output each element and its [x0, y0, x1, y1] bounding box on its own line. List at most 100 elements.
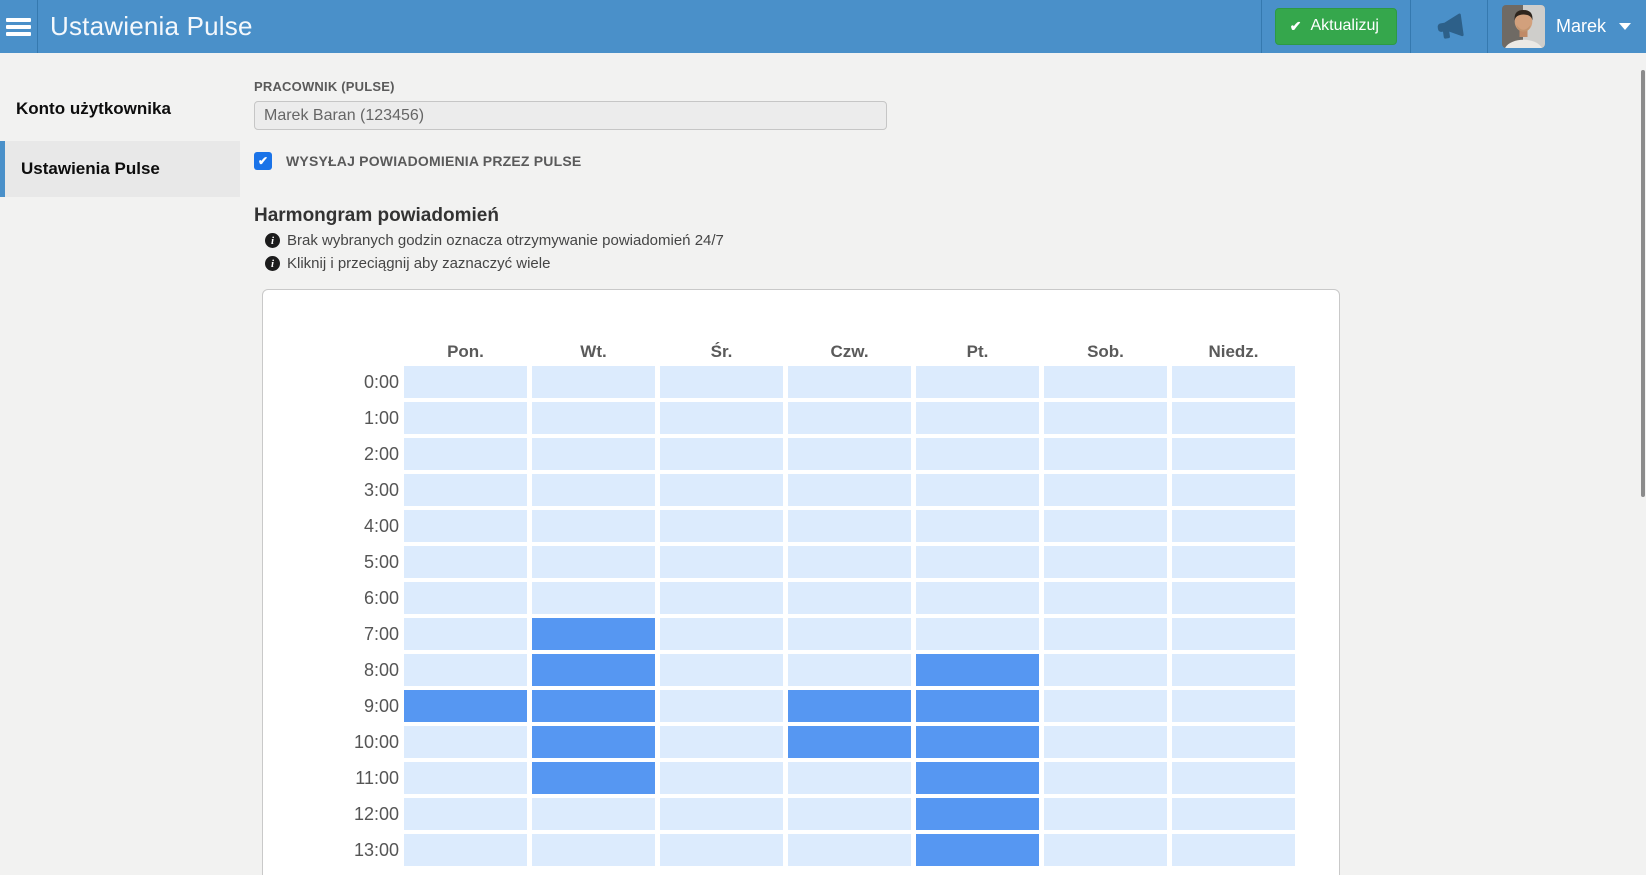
- schedule-cell-wt-5-00[interactable]: [532, 546, 655, 578]
- schedule-cell-sob-2-00[interactable]: [1044, 438, 1167, 470]
- schedule-cell-sob-0-00[interactable]: [1044, 366, 1167, 398]
- announcements-button[interactable]: [1411, 0, 1488, 53]
- schedule-cell-czw-4-00[interactable]: [788, 510, 911, 542]
- schedule-cell-wt-6-00[interactable]: [532, 582, 655, 614]
- schedule-cell-niedz-11-00[interactable]: [1172, 762, 1295, 794]
- schedule-cell-niedz-5-00[interactable]: [1172, 546, 1295, 578]
- schedule-cell-pon-6-00[interactable]: [404, 582, 527, 614]
- schedule-cell-czw-11-00[interactable]: [788, 762, 911, 794]
- schedule-cell-niedz-12-00[interactable]: [1172, 798, 1295, 830]
- schedule-cell-wt-1-00[interactable]: [532, 402, 655, 434]
- schedule-cell-wt-10-00[interactable]: [532, 726, 655, 758]
- schedule-cell-czw-3-00[interactable]: [788, 474, 911, 506]
- schedule-cell-sob-3-00[interactable]: [1044, 474, 1167, 506]
- schedule-cell-niedz-7-00[interactable]: [1172, 618, 1295, 650]
- schedule-cell-sob-11-00[interactable]: [1044, 762, 1167, 794]
- schedule-cell-śr-5-00[interactable]: [660, 546, 783, 578]
- schedule-cell-czw-8-00[interactable]: [788, 654, 911, 686]
- schedule-cell-śr-2-00[interactable]: [660, 438, 783, 470]
- schedule-cell-sob-4-00[interactable]: [1044, 510, 1167, 542]
- schedule-cell-czw-12-00[interactable]: [788, 798, 911, 830]
- schedule-cell-pon-7-00[interactable]: [404, 618, 527, 650]
- notifications-checkbox-row[interactable]: ✔ WYSYŁAJ POWIADOMIENIA PRZEZ PULSE: [254, 152, 1646, 170]
- schedule-cell-niedz-13-00[interactable]: [1172, 834, 1295, 866]
- schedule-cell-śr-13-00[interactable]: [660, 834, 783, 866]
- schedule-cell-pon-3-00[interactable]: [404, 474, 527, 506]
- schedule-cell-niedz-10-00[interactable]: [1172, 726, 1295, 758]
- schedule-cell-pt-1-00[interactable]: [916, 402, 1039, 434]
- schedule-cell-pon-9-00[interactable]: [404, 690, 527, 722]
- sidebar-item-0[interactable]: Konto użytkownika: [16, 99, 171, 118]
- schedule-cell-wt-13-00[interactable]: [532, 834, 655, 866]
- schedule-cell-wt-8-00[interactable]: [532, 654, 655, 686]
- schedule-cell-śr-0-00[interactable]: [660, 366, 783, 398]
- schedule-cell-pt-9-00[interactable]: [916, 690, 1039, 722]
- schedule-cell-pt-4-00[interactable]: [916, 510, 1039, 542]
- schedule-cell-pon-12-00[interactable]: [404, 798, 527, 830]
- schedule-cell-czw-6-00[interactable]: [788, 582, 911, 614]
- schedule-cell-pt-2-00[interactable]: [916, 438, 1039, 470]
- schedule-cell-śr-4-00[interactable]: [660, 510, 783, 542]
- schedule-cell-pt-10-00[interactable]: [916, 726, 1039, 758]
- schedule-cell-czw-13-00[interactable]: [788, 834, 911, 866]
- schedule-cell-wt-12-00[interactable]: [532, 798, 655, 830]
- scrollbar-thumb[interactable]: [1641, 70, 1645, 497]
- schedule-cell-czw-7-00[interactable]: [788, 618, 911, 650]
- schedule-cell-pon-11-00[interactable]: [404, 762, 527, 794]
- schedule-cell-śr-7-00[interactable]: [660, 618, 783, 650]
- schedule-cell-niedz-1-00[interactable]: [1172, 402, 1295, 434]
- schedule-cell-śr-11-00[interactable]: [660, 762, 783, 794]
- schedule-cell-niedz-0-00[interactable]: [1172, 366, 1295, 398]
- schedule-cell-wt-0-00[interactable]: [532, 366, 655, 398]
- schedule-cell-niedz-6-00[interactable]: [1172, 582, 1295, 614]
- schedule-cell-czw-9-00[interactable]: [788, 690, 911, 722]
- schedule-cell-pt-11-00[interactable]: [916, 762, 1039, 794]
- schedule-cell-śr-9-00[interactable]: [660, 690, 783, 722]
- hamburger-menu-icon[interactable]: [0, 0, 38, 53]
- schedule-cell-pt-5-00[interactable]: [916, 546, 1039, 578]
- sidebar-item-1[interactable]: Ustawienia Pulse: [0, 141, 240, 197]
- schedule-cell-śr-1-00[interactable]: [660, 402, 783, 434]
- schedule-cell-pon-2-00[interactable]: [404, 438, 527, 470]
- schedule-cell-pt-3-00[interactable]: [916, 474, 1039, 506]
- schedule-cell-śr-8-00[interactable]: [660, 654, 783, 686]
- schedule-cell-czw-2-00[interactable]: [788, 438, 911, 470]
- schedule-cell-śr-10-00[interactable]: [660, 726, 783, 758]
- schedule-cell-pt-6-00[interactable]: [916, 582, 1039, 614]
- schedule-cell-niedz-3-00[interactable]: [1172, 474, 1295, 506]
- schedule-cell-sob-12-00[interactable]: [1044, 798, 1167, 830]
- update-button[interactable]: ✔ Aktualizuj: [1274, 8, 1397, 45]
- schedule-cell-sob-13-00[interactable]: [1044, 834, 1167, 866]
- schedule-cell-pt-0-00[interactable]: [916, 366, 1039, 398]
- schedule-cell-pon-8-00[interactable]: [404, 654, 527, 686]
- schedule-cell-śr-6-00[interactable]: [660, 582, 783, 614]
- schedule-cell-sob-7-00[interactable]: [1044, 618, 1167, 650]
- schedule-cell-sob-9-00[interactable]: [1044, 690, 1167, 722]
- schedule-cell-pt-8-00[interactable]: [916, 654, 1039, 686]
- schedule-cell-niedz-4-00[interactable]: [1172, 510, 1295, 542]
- user-menu[interactable]: Marek: [1488, 0, 1646, 53]
- schedule-cell-wt-7-00[interactable]: [532, 618, 655, 650]
- schedule-cell-niedz-8-00[interactable]: [1172, 654, 1295, 686]
- schedule-cell-pon-10-00[interactable]: [404, 726, 527, 758]
- schedule-cell-wt-2-00[interactable]: [532, 438, 655, 470]
- schedule-cell-pon-13-00[interactable]: [404, 834, 527, 866]
- schedule-cell-sob-1-00[interactable]: [1044, 402, 1167, 434]
- schedule-cell-czw-5-00[interactable]: [788, 546, 911, 578]
- schedule-cell-pt-12-00[interactable]: [916, 798, 1039, 830]
- schedule-cell-pon-1-00[interactable]: [404, 402, 527, 434]
- notifications-checkbox[interactable]: ✔: [254, 152, 272, 170]
- schedule-cell-wt-3-00[interactable]: [532, 474, 655, 506]
- schedule-cell-pt-7-00[interactable]: [916, 618, 1039, 650]
- schedule-cell-pon-4-00[interactable]: [404, 510, 527, 542]
- schedule-cell-sob-6-00[interactable]: [1044, 582, 1167, 614]
- schedule-cell-wt-9-00[interactable]: [532, 690, 655, 722]
- schedule-cell-sob-8-00[interactable]: [1044, 654, 1167, 686]
- employee-input[interactable]: [254, 101, 887, 130]
- schedule-cell-czw-0-00[interactable]: [788, 366, 911, 398]
- schedule-cell-czw-10-00[interactable]: [788, 726, 911, 758]
- schedule-cell-sob-10-00[interactable]: [1044, 726, 1167, 758]
- schedule-cell-niedz-2-00[interactable]: [1172, 438, 1295, 470]
- schedule-cell-pt-13-00[interactable]: [916, 834, 1039, 866]
- schedule-cell-czw-1-00[interactable]: [788, 402, 911, 434]
